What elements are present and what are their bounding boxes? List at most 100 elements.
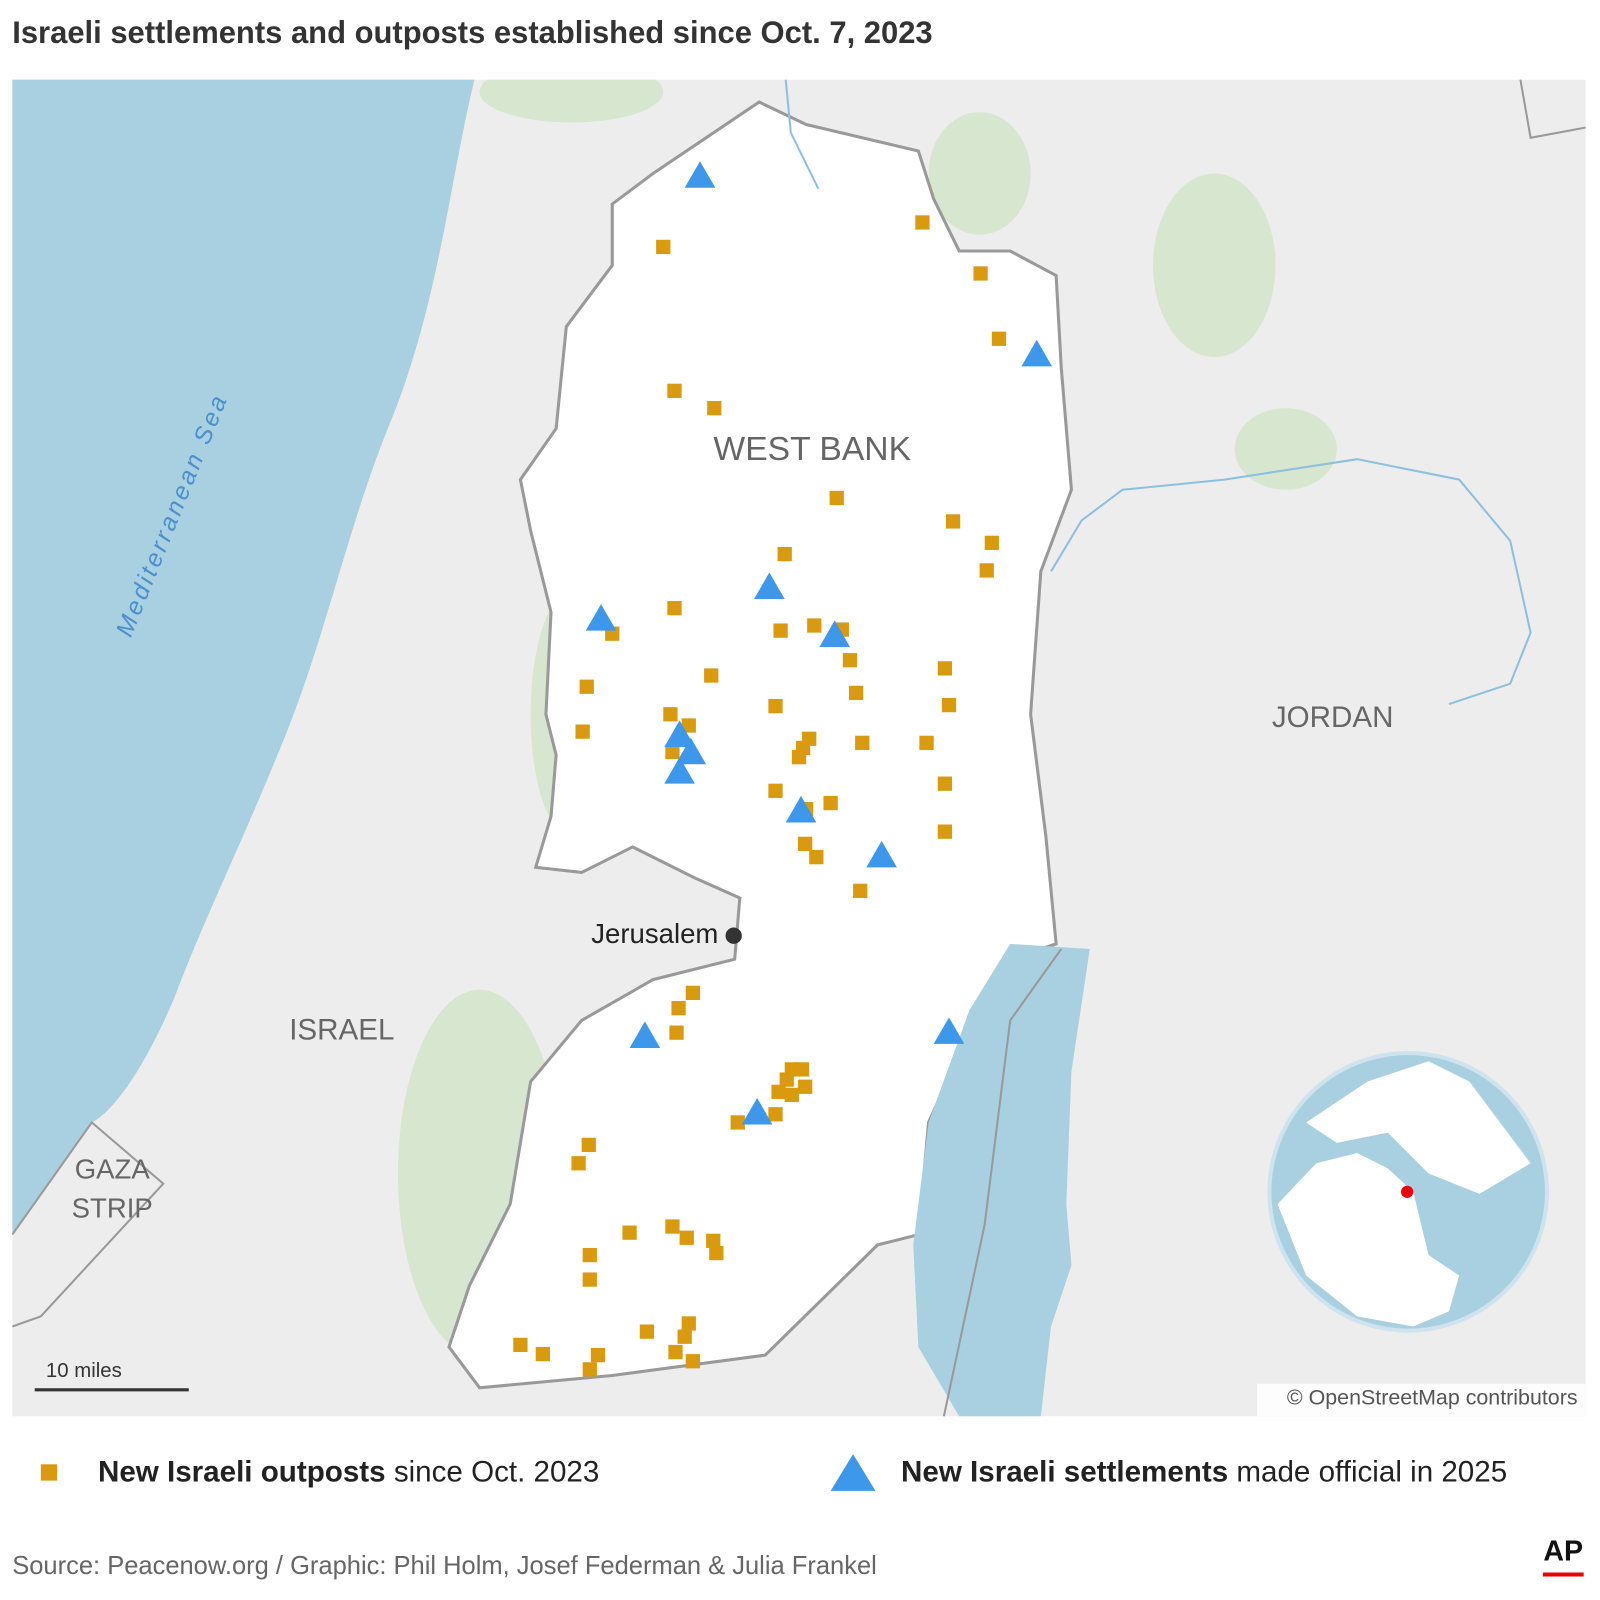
region-label: WEST BANK [713,431,911,468]
settlement-marker [741,1097,773,1125]
city-label: Jerusalem [591,918,718,949]
outpost-marker [706,1233,721,1248]
sea [12,79,475,1235]
outpost-marker [667,383,682,398]
outpost-marker [779,1072,794,1087]
outpost-marker [784,1087,799,1103]
outpost-marker [773,623,788,638]
settlement-marker [664,720,695,747]
border [1519,79,1586,139]
outpost-marker [685,1354,700,1369]
gaza-border [12,1120,165,1328]
outpost-marker [915,215,930,230]
logo: AP [1543,1536,1583,1568]
outpost-marker [582,1272,597,1287]
outpost-marker [656,239,671,255]
outpost-marker [579,679,594,694]
border [942,948,1063,1417]
settlement-marker [933,1017,965,1044]
outpost-marker [991,331,1007,346]
outpost-marker [941,697,957,713]
settlement-marker [629,1021,661,1048]
region-label: STRIP [72,1192,153,1223]
title: Israeli settlements and outposts establi… [12,14,932,50]
outpost-marker [535,1346,550,1362]
region-label: GAZA [75,1154,151,1185]
dead-sea [913,943,1090,1417]
outpost-marker [679,1230,694,1245]
outpost-marker [665,744,680,760]
outpost-marker [768,698,783,714]
outpost-marker [791,750,807,765]
outpost-marker [848,685,864,700]
settlement-marker [866,840,897,868]
outpost-marker [797,836,813,852]
outpost-marker [853,883,868,898]
outpost-marker [794,1062,810,1077]
outpost-marker [571,1156,586,1171]
legend-label: New Israeli settlements made official in… [901,1455,1507,1488]
settlements [585,161,1053,1125]
outpost-marker [667,601,682,616]
outpost-marker [669,1025,684,1040]
outpost-marker [823,795,838,811]
outpost-marker [937,776,953,791]
outpost-marker [768,783,783,798]
outpost-marker [582,1362,597,1377]
outpost-marker [685,985,700,1000]
outpost-marker [677,1329,692,1344]
settlement-marker [664,757,695,784]
outpost-marker [663,707,678,722]
outpost-marker [945,514,961,529]
outpost-marker [730,1115,745,1130]
legend-bold: New Israeli settlements [901,1455,1228,1488]
outpost-marker [681,718,696,733]
outpost-marker [797,1079,813,1094]
scale-label: 10 miles [46,1360,122,1382]
river [784,79,820,190]
map: Mediterranean Sea WEST BANK JORDAN ISRAE… [12,79,1586,1417]
outpost-marker [777,546,792,562]
outpost-marker [668,1344,683,1360]
outpost-marker [984,535,999,550]
outpost-marker [979,563,994,578]
legend-rest: made official in 2025 [1236,1455,1507,1488]
legend-triangle [830,1454,876,1491]
legend: New Israeli outposts since Oct. 2023 New… [40,1454,1507,1491]
outpost-marker [622,1225,637,1240]
legend-square [40,1464,58,1481]
outpost-marker [855,735,870,750]
city-dot [725,927,742,944]
attribution: © OpenStreetMap contributors [1287,1386,1578,1410]
settlement-marker [1021,339,1053,367]
source: Source: Peacenow.org / Graphic: Phil Hol… [12,1552,877,1580]
outpost-marker [704,668,719,683]
settlement-marker [675,737,707,765]
legend-bold: New Israeli outposts [98,1455,386,1488]
outpost-marker [575,724,590,739]
outpost-marker [709,1245,724,1261]
outpost-marker [513,1337,528,1353]
region-label: JORDAN [1272,701,1394,734]
legend-rest: since Oct. 2023 [394,1455,600,1488]
outpost-marker [973,266,988,281]
outpost-marker [590,1347,606,1363]
west-bank [447,100,1073,1390]
river [1050,458,1532,706]
outpost-marker [807,618,822,633]
settlement-marker [585,604,617,631]
legend-label: New Israeli outposts since Oct. 2023 [98,1455,599,1488]
outpost-marker [937,661,953,676]
outpost-marker [681,1316,696,1331]
settlement-marker [684,161,716,188]
outpost-marker [829,490,844,506]
outpost-marker [809,850,824,865]
region-label: ISRAEL [289,1013,394,1046]
outpost-marker [771,1084,786,1099]
outpost-marker [937,824,953,839]
outpost-marker [768,1107,783,1122]
outpost-marker [665,1219,680,1234]
settlement-marker [785,795,817,823]
outpost-marker [639,1324,655,1339]
